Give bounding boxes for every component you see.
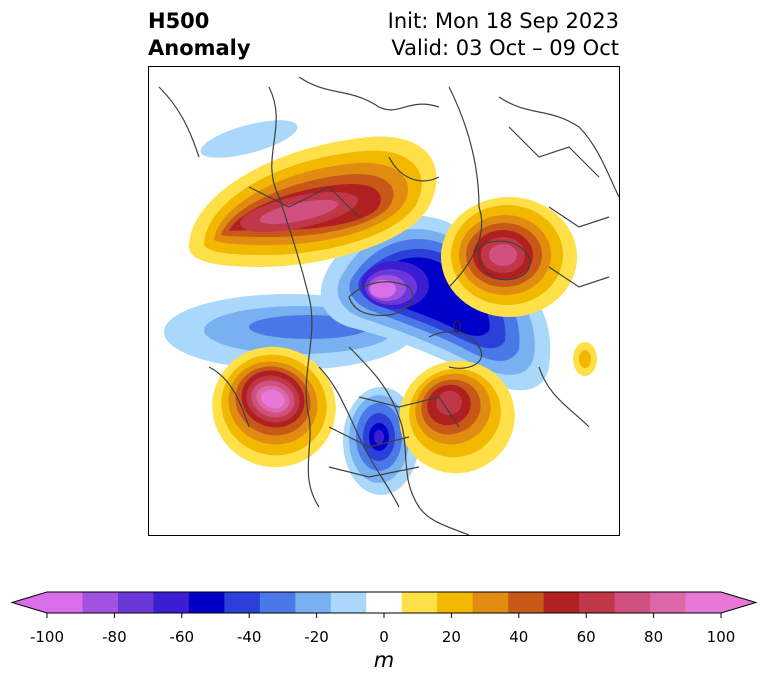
colorbar-swatch <box>614 592 651 613</box>
date-info: Init: Mon 18 Sep 2023 Valid: 03 Oct – 09… <box>388 8 619 62</box>
negative-anomaly-us <box>343 387 419 495</box>
colorbar-tick-label: 100 <box>706 628 736 646</box>
colorbar-swatch <box>259 592 296 613</box>
colorbar-swatch <box>295 592 332 613</box>
colorbar-tick-label: -60 <box>169 628 195 646</box>
colorbar-swatch <box>82 592 119 613</box>
zero-contour-label: 0 <box>452 317 462 336</box>
coastlines <box>158 76 619 535</box>
colorbar-swatch <box>579 592 616 613</box>
map-title: H500 Anomaly <box>148 8 251 62</box>
colorbar-swatch <box>472 592 509 613</box>
colorbar-unit: m <box>373 648 395 672</box>
negative-anomaly-north <box>200 120 298 158</box>
title-line-1: H500 <box>148 9 210 33</box>
negative-anomaly-arctic <box>320 215 551 391</box>
positive-anomaly-siberia <box>441 197 577 317</box>
colorbar-svg <box>10 591 758 618</box>
colorbar-swatch <box>401 592 438 613</box>
colorbar-tick-label: 60 <box>576 628 596 646</box>
colorbar-tick-label: 20 <box>441 628 461 646</box>
colorbar-tick-label: 80 <box>644 628 664 646</box>
colorbar-swatch <box>366 592 403 613</box>
colorbar-tick-label: 40 <box>509 628 529 646</box>
colorbar-extend-max <box>721 592 756 613</box>
colorbar <box>0 580 768 640</box>
colorbar-swatch <box>117 592 154 613</box>
colorbar-swatch <box>437 592 474 613</box>
colorbar-extend-min <box>12 592 47 613</box>
colorbar-swatch <box>685 592 722 613</box>
colorbar-tick-label: 0 <box>379 628 389 646</box>
colorbar-tick-label: -40 <box>236 628 262 646</box>
colorbar-tick-label: -20 <box>304 628 329 646</box>
positive-anomaly-asia <box>189 136 437 267</box>
colorbar-swatch <box>508 592 545 613</box>
positive-anomaly-pacific <box>212 346 336 468</box>
positive-anomaly-atlantic <box>399 360 515 474</box>
valid-period: Valid: 03 Oct – 09 Oct <box>391 36 619 60</box>
colorbar-tick-label: -80 <box>102 628 127 646</box>
title-line-2: Anomaly <box>148 36 251 60</box>
colorbar-swatch <box>650 592 687 613</box>
colorbar-swatch <box>47 592 83 613</box>
colorbar-swatch <box>330 592 367 613</box>
colorbar-swatch <box>543 592 580 613</box>
colorbar-swatch <box>153 592 190 613</box>
map-canvas: 0 <box>158 76 619 535</box>
colorbar-swatch <box>224 592 261 613</box>
colorbar-tick-label: -100 <box>29 628 65 646</box>
init-date: Init: Mon 18 Sep 2023 <box>387 9 619 33</box>
colorbar-swatch <box>188 592 225 613</box>
anomaly-map: 0 <box>148 66 620 536</box>
